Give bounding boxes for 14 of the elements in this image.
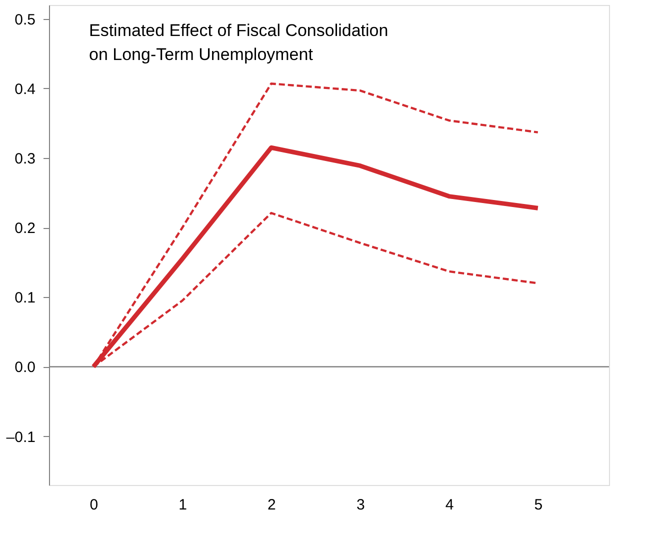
y-tick-label: 0.2	[14, 220, 36, 238]
x-tick-label: 1	[178, 496, 188, 514]
y-tick-label: 0.0	[14, 359, 36, 376]
text: Estimated Effect of Fiscal Consolidation on Long-Term Unemployment	[89, 21, 388, 64]
x-tick-label: 2	[268, 496, 276, 514]
y-tick-label: –0.1	[6, 428, 36, 446]
y-tick-label: 0.5	[14, 11, 36, 28]
y-tick-label: 0.4	[14, 80, 36, 98]
y-tick-label: 0.3	[14, 150, 36, 168]
x-tick-label: 4	[445, 496, 454, 514]
x-tick-label: 3	[356, 496, 365, 514]
x-tick-label: 5	[534, 496, 543, 514]
x-tick-label: 0	[90, 496, 98, 514]
y-tick-label: 0.1	[14, 290, 36, 307]
